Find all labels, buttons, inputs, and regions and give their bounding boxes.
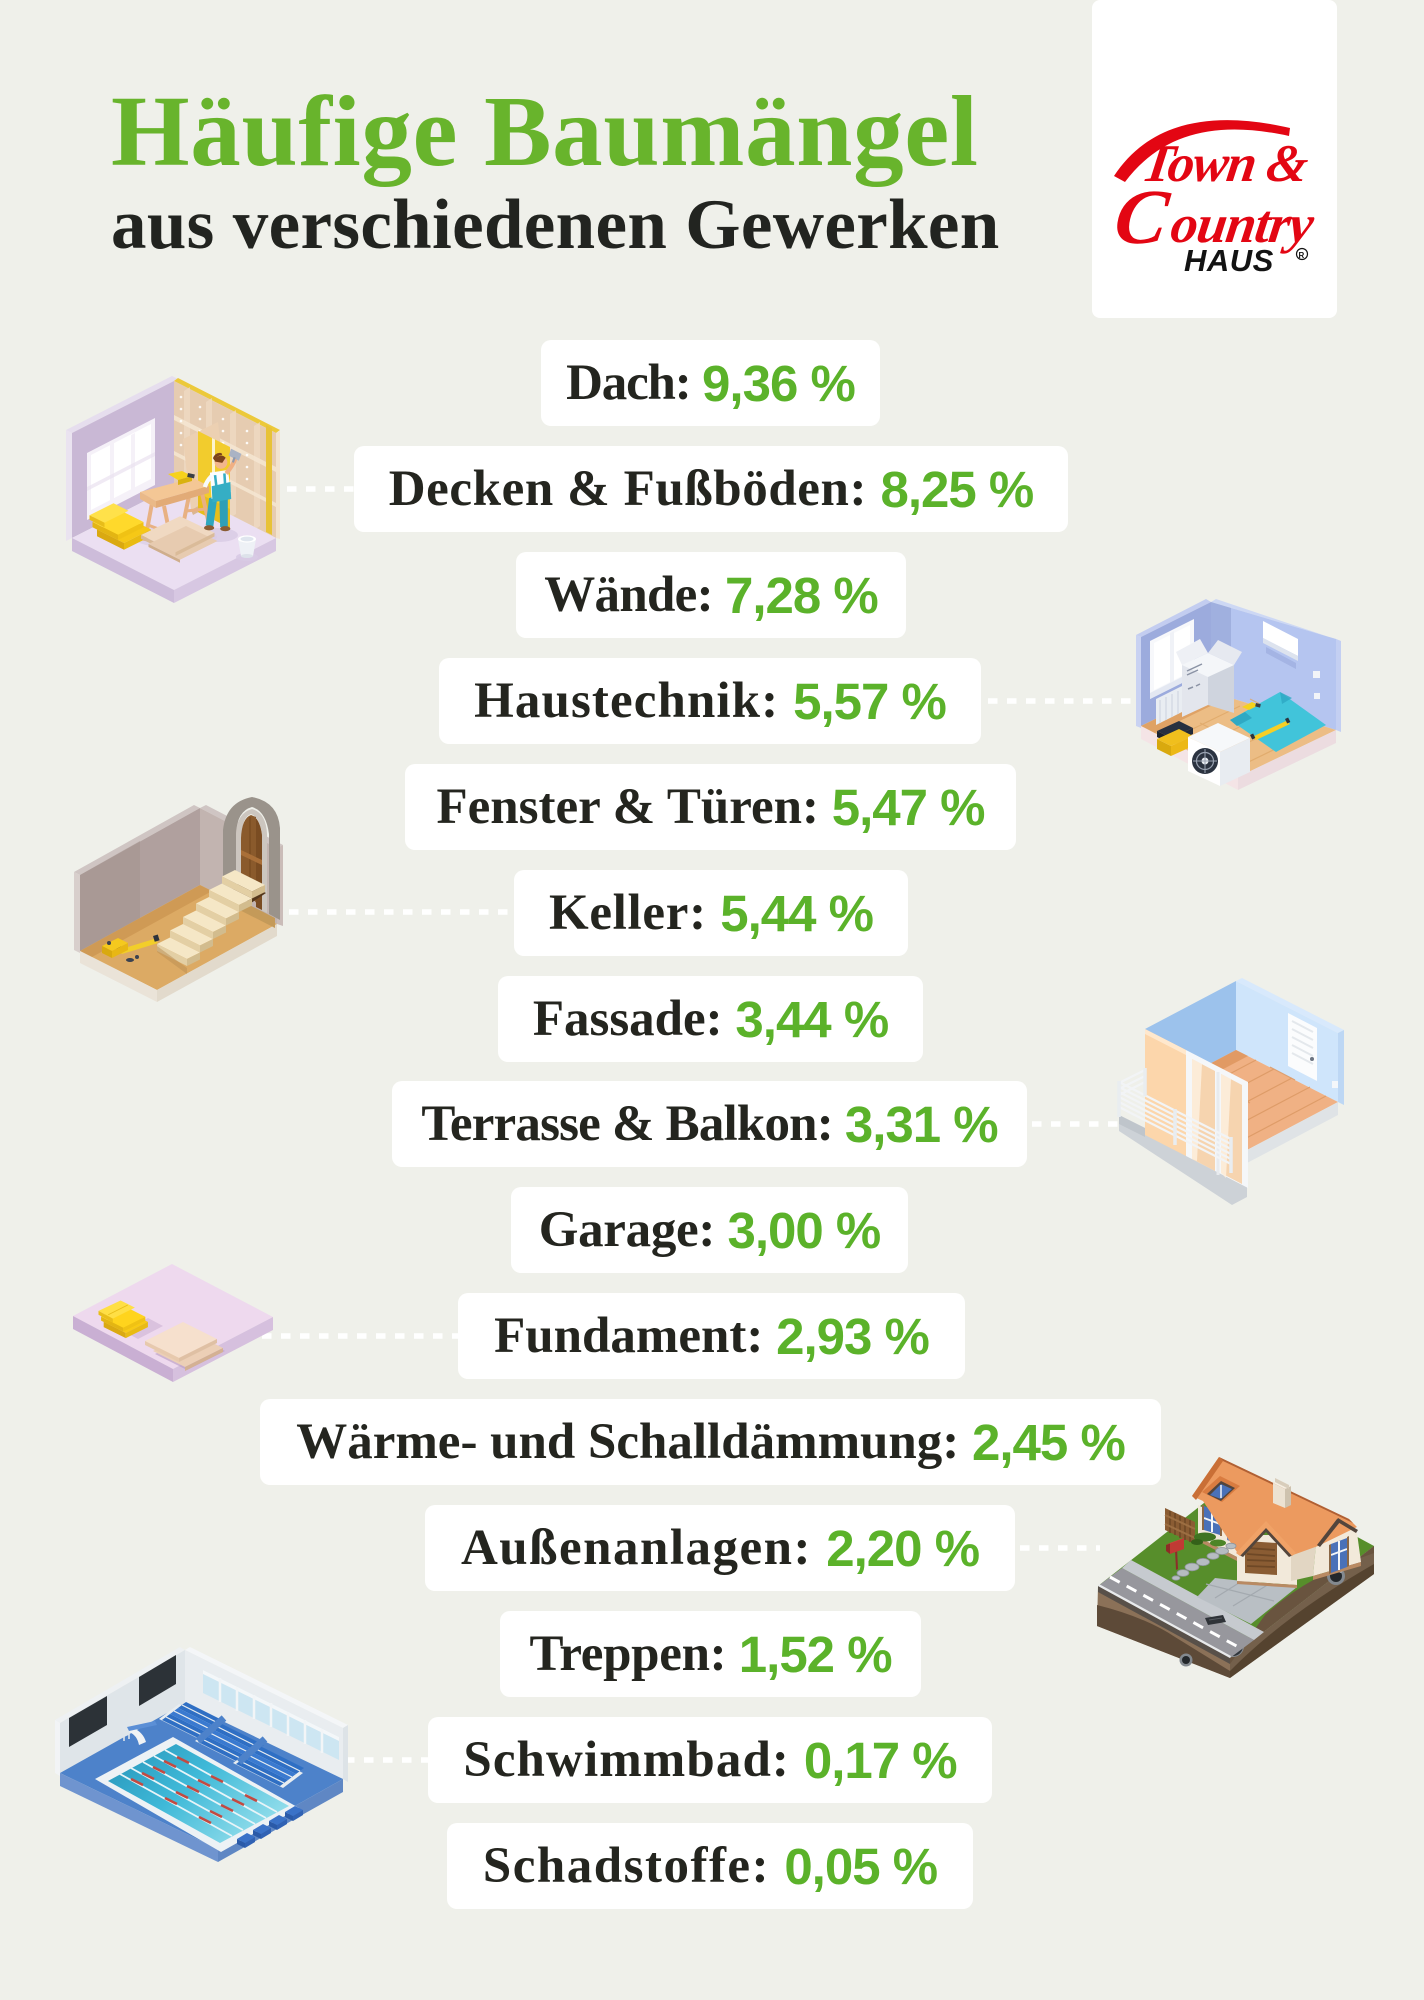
svg-text:R: R (1299, 251, 1305, 260)
svg-text:HAUS: HAUS (1184, 243, 1274, 278)
svg-text:Town &: Town & (1138, 134, 1312, 193)
svg-text:ountry: ountry (1167, 194, 1318, 254)
